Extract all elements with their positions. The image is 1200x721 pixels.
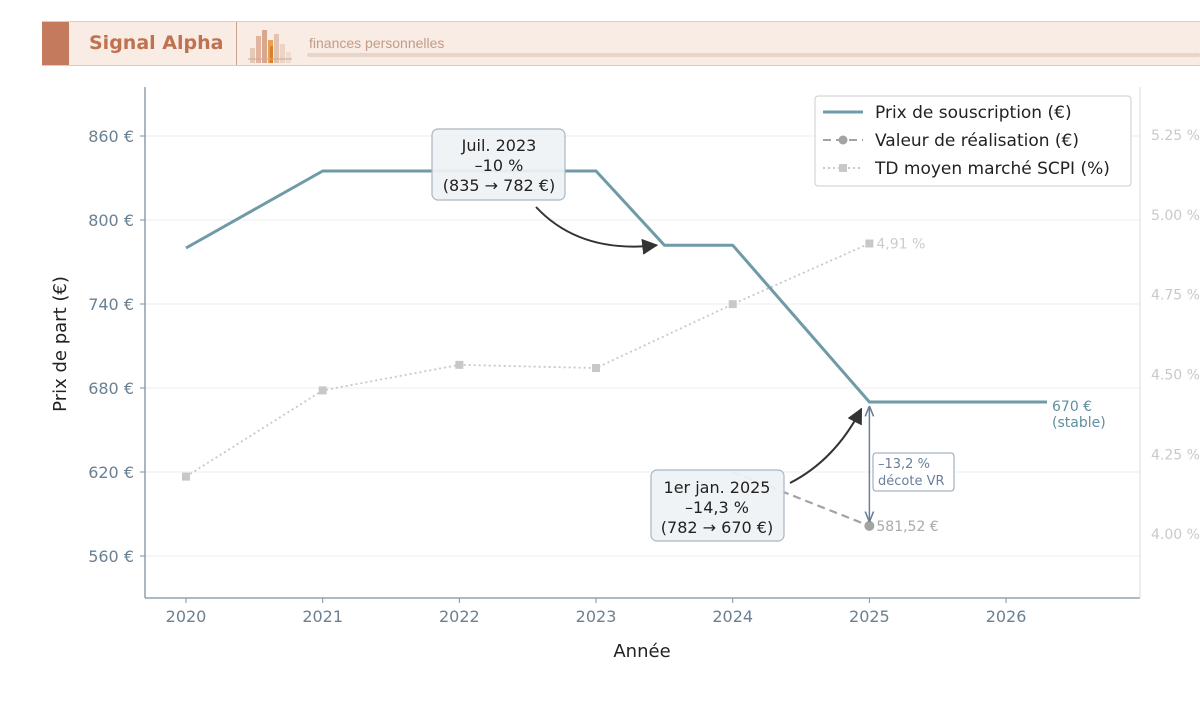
series-souscription-line: [185, 169, 1048, 404]
y2-tick-label: 4.75 %: [1151, 288, 1200, 304]
x-tick-label: 2024: [712, 607, 753, 626]
end-label-670: 670 €: [1052, 399, 1092, 415]
juil-callout-box: [431, 128, 566, 201]
legend-label-realisation: Valeur de réalisation (€): [875, 131, 1079, 151]
jan-callout-text: –14,3 %: [685, 498, 749, 517]
y-axis-label: Prix de part (€): [50, 276, 71, 412]
decote-label: décote VR: [878, 474, 945, 489]
y2-tick-label: 4.25 %: [1151, 447, 1200, 463]
series-realisation-line: [732, 470, 870, 527]
bar-chart-logo-icon: [248, 30, 292, 63]
y2-tick-label: 5.00 %: [1151, 208, 1200, 224]
y-tick-label: 800 €: [88, 211, 134, 230]
series-td-point: [865, 239, 874, 248]
tagline: finances personnelles: [309, 35, 445, 51]
series-td-point: [455, 360, 464, 369]
x-tick-label: 2025: [849, 607, 890, 626]
series-td-point: [182, 472, 191, 481]
grid-lines: [145, 135, 1140, 557]
series-td-point: [592, 364, 601, 373]
decote-pct: –13,2 %: [878, 457, 930, 472]
y-tick-labels: 560 € 620 € 680 € 740 € 800 € 860 €: [88, 127, 145, 566]
x-tick-label: 2023: [576, 607, 617, 626]
series-td-point: [728, 300, 737, 309]
x-tick-label: 2026: [986, 607, 1027, 626]
jan-callout-text: 1er jan. 2025: [664, 478, 771, 497]
series-layer: [182, 169, 1048, 531]
legend-marker-realisation: [838, 135, 848, 145]
x-tick-label: 2022: [439, 607, 480, 626]
juil-callout-text: Juil. 2023: [461, 136, 537, 155]
vr-value-label: 581,52 €: [876, 519, 938, 535]
x-tick-label: 2021: [302, 607, 343, 626]
series-td-line: [185, 242, 870, 478]
jan-callout-arrow: [789, 407, 863, 484]
brand-name[interactable]: Signal Alpha: [89, 32, 224, 54]
legend-box: [814, 95, 1132, 187]
jan-callout-text: (782 → 670 €): [661, 518, 773, 537]
legend-marker-td: [839, 164, 847, 172]
series-realisation-point: [864, 520, 875, 531]
x-tick-labels: 2020 2021 2022 2023 2024 2025 2026: [166, 598, 1027, 626]
x-axis-label: Année: [613, 641, 670, 662]
legend-label-td: TD moyen marché SCPI (%): [874, 159, 1110, 179]
header-band: Signal Alpha finances personnelles: [42, 21, 1200, 66]
y-tick-label: 680 €: [88, 379, 134, 398]
tagline-underline: [307, 53, 1200, 57]
y2-tick-labels: 4.00 % 4.25 % 4.50 % 4.75 % 5.00 % 5.25 %: [1151, 128, 1200, 543]
legend: Prix de souscription (€) Valeur de réali…: [814, 95, 1132, 187]
juil-callout-text: –10 %: [475, 156, 524, 175]
y-tick-label: 740 €: [88, 295, 134, 314]
y-tick-label: 620 €: [88, 463, 134, 482]
y2-tick-label: 4.00 %: [1151, 527, 1200, 543]
annotations: 670 €(stable) 581,52 € 4,91 % –13,2 % décote…: [431, 128, 1106, 542]
legend-label-souscription: Prix de souscription (€): [875, 103, 1072, 123]
axes: [144, 87, 1141, 599]
jan-callout-box: [650, 469, 785, 542]
y-tick-label: 560 €: [88, 547, 134, 566]
td-value-label: 4,91 %: [876, 236, 925, 252]
brand-color-block: [42, 22, 69, 65]
x-tick-label: 2020: [166, 607, 207, 626]
decote-box: [872, 452, 955, 492]
juil-callout-arrow: [535, 206, 659, 255]
y-tick-label: 860 €: [88, 127, 134, 146]
y2-tick-label: 4.50 %: [1151, 367, 1200, 383]
header-separator: [236, 22, 237, 65]
series-td-point: [318, 386, 327, 395]
juil-callout-text: (835 → 782 €): [443, 176, 555, 195]
y2-tick-label: 5.25 %: [1151, 128, 1200, 144]
end-label-stable: (stable): [1052, 415, 1106, 431]
